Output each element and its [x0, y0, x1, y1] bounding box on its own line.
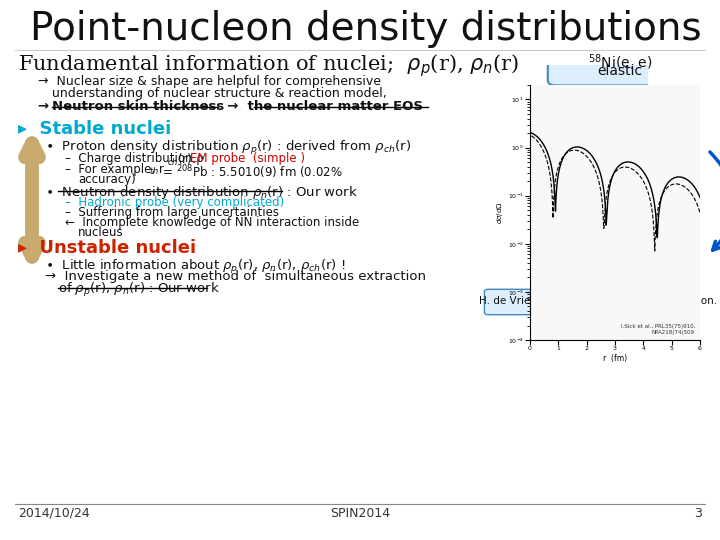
Text: $\bullet$  Little information about $\rho_p$(r), $\rho_n$(r), $\rho_{ch}$(r) !: $\bullet$ Little information about $\rho…	[45, 258, 346, 276]
FancyArrowPatch shape	[710, 152, 720, 250]
Text: Point-nucleon density distributions: Point-nucleon density distributions	[30, 10, 701, 48]
FancyArrowPatch shape	[25, 143, 39, 256]
Text: →  Investigate a new method of  simultaneous extraction: → Investigate a new method of simultaneo…	[45, 270, 426, 283]
Text: H. de Vries, et al, ADANDT36, 495, and so on.: H. de Vries, et al, ADANDT36, 495, and s…	[479, 296, 717, 306]
Text: –  For example, r: – For example, r	[65, 163, 164, 176]
Text: $\bullet$  Proton density distribution $\rho_p$(r) : derived from $\rho_{ch}$(r): $\bullet$ Proton density distribution $\…	[45, 139, 411, 157]
Text: = $^{208}$Pb : 5.5010(9) fm (0.02%: = $^{208}$Pb : 5.5010(9) fm (0.02%	[159, 163, 343, 180]
Text: –  Charge distribution ρ: – Charge distribution ρ	[65, 152, 204, 165]
X-axis label: r  (fm): r (fm)	[603, 354, 627, 363]
Text: $\bullet$  Neutron density distribution $\rho_n$(r) : Our work: $\bullet$ Neutron density distribution $…	[45, 184, 358, 201]
Text: ▸  Stable nuclei: ▸ Stable nuclei	[18, 120, 171, 138]
Text: accuracy): accuracy)	[78, 173, 136, 186]
Text: 3: 3	[694, 507, 702, 520]
Text: Fundamental information of nuclei;  $\rho_p$(r), $\rho_n$(r): Fundamental information of nuclei; $\rho…	[18, 52, 519, 79]
Text: $_{th}$: $_{th}$	[149, 163, 159, 176]
Text: –  Suffering from large uncertainties: – Suffering from large uncertainties	[65, 206, 279, 219]
Text: $^{58}$Ni(e, e): $^{58}$Ni(e, e)	[588, 52, 652, 72]
Text: nucleus: nucleus	[78, 226, 124, 239]
Text: –  Hadronic probe (very complicated): – Hadronic probe (very complicated)	[65, 196, 284, 209]
Text: EM probe  (simple ): EM probe (simple )	[190, 152, 305, 165]
Text: →  the nuclear matter EOS: → the nuclear matter EOS	[218, 100, 423, 113]
Text: ←  Incomplete knowledge of NN interaction inside: ← Incomplete knowledge of NN interaction…	[65, 216, 359, 229]
Text: I.Sick et al., PRL35(75)910,
NPA218(74)509: I.Sick et al., PRL35(75)910, NPA218(74)5…	[621, 324, 695, 335]
Text: $_{ch}$(r):: $_{ch}$(r):	[167, 152, 201, 168]
Text: 2014/10/24: 2014/10/24	[18, 507, 90, 520]
Text: SPIN2014: SPIN2014	[330, 507, 390, 520]
Y-axis label: $d\sigma/d\Omega$: $d\sigma/d\Omega$	[495, 201, 505, 224]
FancyBboxPatch shape	[485, 289, 711, 315]
Text: ▸  Unstable nuclei: ▸ Unstable nuclei	[18, 239, 196, 257]
Text: Neutron skin thickness: Neutron skin thickness	[52, 100, 224, 113]
Text: understanding of nuclear structure & reaction model,: understanding of nuclear structure & rea…	[52, 87, 387, 100]
Text: →: →	[38, 100, 58, 113]
Text: →  Nuclear size & shape are helpful for comprehensive: → Nuclear size & shape are helpful for c…	[38, 75, 381, 88]
Text: elastic: elastic	[598, 64, 642, 78]
FancyBboxPatch shape	[548, 25, 692, 85]
Text: of $\rho_p$(r), $\rho_n$(r) : Our work: of $\rho_p$(r), $\rho_n$(r) : Our work	[58, 281, 220, 299]
